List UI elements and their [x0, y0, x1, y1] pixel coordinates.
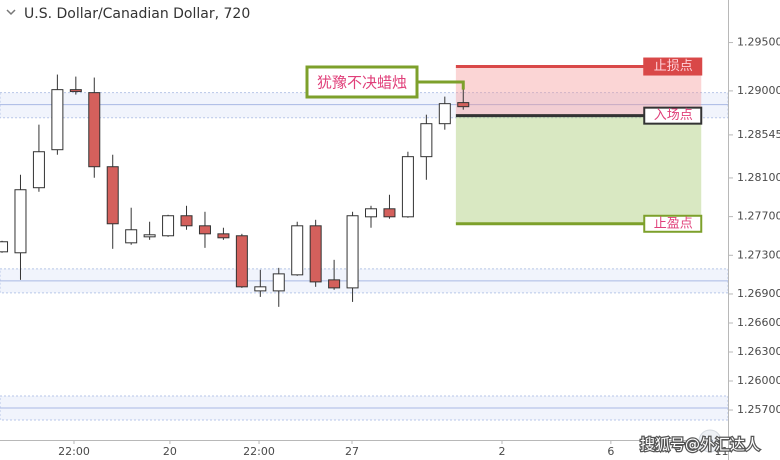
y-tick-label: 1.29500	[737, 36, 780, 49]
candle-body	[254, 286, 267, 292]
candle-body	[198, 225, 211, 235]
candle-body	[69, 89, 82, 93]
candle-body	[88, 92, 101, 168]
target-label: 止盈点	[654, 216, 693, 231]
y-tick-label: 1.26300	[737, 345, 780, 358]
candle-body	[438, 103, 451, 125]
collapse-icon[interactable]	[6, 9, 16, 16]
y-tick-label: 1.25700	[737, 403, 780, 416]
candle-body	[143, 234, 156, 238]
y-tick-label: 1.26600	[737, 316, 780, 329]
candle-body	[51, 89, 64, 151]
annotation-text: 犹豫不决蜡烛	[317, 74, 407, 92]
candle-body	[162, 215, 175, 237]
annotation-connector	[418, 80, 465, 90]
candle-body	[457, 102, 470, 108]
y-tick-label: 1.27700	[737, 210, 780, 223]
stop-label-box	[643, 57, 703, 76]
candle-body	[0, 241, 9, 253]
candle-body	[106, 166, 119, 225]
reward-zone	[455, 115, 702, 224]
x-tick-label: 11	[715, 445, 729, 458]
target-label-box	[643, 214, 703, 233]
candle-body	[235, 235, 248, 288]
entry-label: 入场点	[654, 108, 693, 123]
svg-text:»: »	[706, 434, 714, 449]
candle-body	[217, 233, 230, 239]
scroll-button[interactable]: »	[698, 429, 722, 453]
annotation-box	[305, 65, 419, 99]
y-tick-label: 1.28545	[737, 128, 780, 141]
x-tick-label: 22:00	[58, 445, 90, 458]
y-tick-label: 1.26900	[737, 287, 780, 300]
candle-body	[401, 156, 414, 218]
x-tick-label: 2	[498, 445, 505, 458]
candle-body	[125, 229, 138, 244]
entry-label-box	[643, 106, 703, 125]
candle-body	[32, 151, 45, 189]
candle-body	[180, 215, 193, 227]
candle-body	[291, 225, 304, 276]
candle-body	[420, 123, 433, 158]
y-tick-label: 1.26000	[737, 374, 780, 387]
candle-body	[365, 208, 378, 218]
x-tick-label: 20	[163, 445, 177, 458]
y-tick-label: 1.29000	[737, 84, 780, 97]
stop-label: 止损点	[654, 59, 693, 74]
y-tick-label: 1.28100	[737, 171, 780, 184]
chart-title: U.S. Dollar/Canadian Dollar, 720	[24, 6, 250, 22]
x-tick-label: 22:00	[243, 445, 275, 458]
candle-body	[383, 208, 396, 218]
candle-body	[328, 279, 341, 289]
x-tick-label: 27	[345, 445, 359, 458]
candle-body	[14, 189, 27, 254]
y-tick-label: 1.27300	[737, 248, 780, 261]
candle-body	[272, 273, 285, 292]
watermark: 搜狐号@外汇达人	[640, 436, 760, 454]
x-tick-label: 6	[607, 445, 614, 458]
candle-body	[346, 215, 359, 289]
candle-body	[309, 225, 322, 283]
